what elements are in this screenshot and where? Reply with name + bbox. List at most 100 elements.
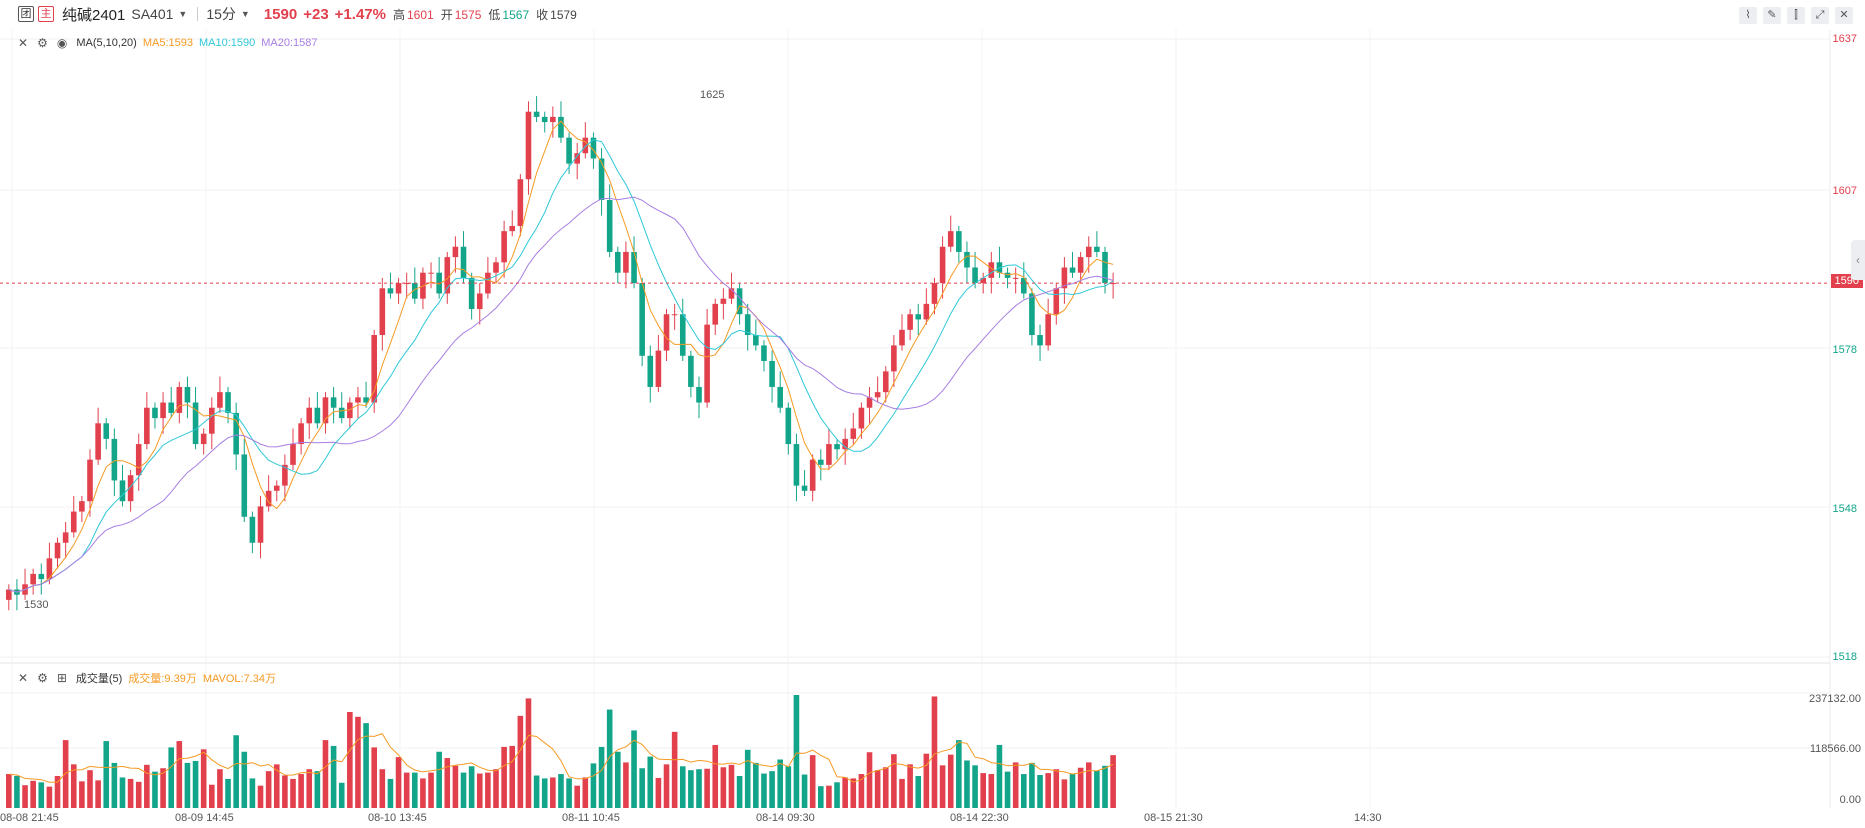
- candle-body: [241, 454, 248, 517]
- price-change: +23: [303, 5, 329, 23]
- volume-bar: [493, 769, 499, 808]
- volume-bar: [882, 767, 889, 808]
- volume-bar: [1069, 774, 1076, 808]
- volume-bar: [22, 785, 28, 808]
- candle-body: [558, 116, 564, 138]
- candle-body: [412, 283, 418, 299]
- high-stat: 高 1601: [393, 6, 434, 23]
- candle-type-icon[interactable]: ⫿: [1787, 7, 1805, 24]
- volume-bar: [777, 759, 783, 808]
- candle-body: [347, 402, 353, 419]
- volume-bar: [6, 774, 12, 808]
- volume-bar: [306, 769, 313, 808]
- line-chart-icon[interactable]: ⌇: [1739, 7, 1757, 24]
- open-stat: 开 1575: [441, 6, 482, 23]
- remove-volume-icon[interactable]: ✕: [18, 671, 29, 685]
- ma20-value: MA20:1587: [261, 37, 318, 49]
- period-selector[interactable]: 15分: [206, 6, 236, 22]
- candle-body: [574, 153, 580, 164]
- volume-bar: [241, 751, 248, 808]
- volume-bar: [127, 778, 134, 808]
- x-tick-7: 14:30: [1354, 812, 1382, 824]
- candle-body: [257, 506, 264, 543]
- candle-body: [509, 225, 516, 232]
- candle-body: [647, 355, 654, 387]
- candle-body: [818, 459, 824, 465]
- x-tick-6: 08-15 21:30: [1144, 812, 1203, 824]
- volume-bar: [290, 778, 296, 808]
- volume-bar: [428, 772, 434, 808]
- volume-bar: [1094, 770, 1100, 808]
- candle-body: [696, 386, 702, 403]
- volume-bar: [972, 765, 978, 808]
- candle-body: [769, 360, 775, 387]
- candle-body: [444, 257, 451, 294]
- close-stat: 收 1579: [536, 6, 577, 23]
- y-tick-1548: 1548: [1832, 503, 1857, 515]
- volume-bar: [850, 778, 857, 808]
- draw-pen-icon[interactable]: ✎: [1763, 7, 1781, 24]
- close-value: 1579: [550, 7, 577, 22]
- candle-body: [225, 392, 231, 413]
- candle-body: [891, 345, 897, 372]
- candle-body: [62, 532, 69, 543]
- volume-bar: [964, 760, 970, 808]
- volume-bar: [939, 765, 946, 808]
- candle-body: [1029, 293, 1035, 336]
- price-change-pct: +1.47%: [334, 5, 386, 23]
- collapse-side-icon[interactable]: ‹: [1851, 240, 1865, 280]
- volume-bar: [639, 768, 645, 808]
- candle-body: [1077, 257, 1084, 273]
- candle-body: [1021, 277, 1027, 294]
- fullscreen-icon[interactable]: ⤢: [1811, 7, 1829, 24]
- volume-bar: [720, 767, 727, 808]
- volume-bar: [931, 696, 938, 808]
- group-tag[interactable]: 团: [18, 6, 34, 22]
- period-chevron-down-icon[interactable]: ▼: [240, 9, 250, 19]
- volume-bar: [558, 774, 564, 808]
- high-label: 高: [392, 7, 405, 22]
- ma-title: MA(5,10,20): [76, 37, 137, 49]
- volume-bar: [79, 781, 85, 808]
- volume-bar: [209, 784, 215, 808]
- y-tick-1607: 1607: [1832, 185, 1857, 197]
- instrument-code[interactable]: SA401: [131, 6, 174, 22]
- candle-body: [119, 480, 126, 502]
- candle-body: [468, 277, 475, 310]
- volume-bar: [347, 711, 353, 808]
- volume-bar: [452, 765, 459, 808]
- volume-bar: [655, 777, 662, 808]
- volume-bar: [509, 745, 516, 808]
- volume-settings-icon[interactable]: ⚙: [37, 671, 48, 685]
- candle-body: [956, 231, 962, 252]
- candle-body: [168, 402, 174, 413]
- volume-bar: [858, 774, 865, 808]
- close-icon[interactable]: ✕: [1835, 7, 1853, 24]
- instrument-name[interactable]: 纯碱2401: [62, 6, 126, 24]
- x-tick-3: 08-11 10:45: [562, 812, 620, 824]
- remove-indicator-icon[interactable]: ✕: [18, 36, 29, 50]
- chevron-down-icon[interactable]: ▼: [178, 9, 188, 19]
- volume-bar: [947, 754, 954, 808]
- volume-bar: [436, 751, 442, 808]
- candle-body: [1085, 246, 1092, 258]
- expand-icon[interactable]: ⊞: [56, 671, 67, 685]
- candle-body: [144, 407, 150, 445]
- settings-icon[interactable]: ⚙: [37, 36, 48, 50]
- volume-bar: [1085, 762, 1092, 808]
- candle-body: [720, 298, 727, 304]
- volume-title: 成交量(5): [75, 673, 123, 685]
- x-tick-5: 08-14 22:30: [950, 812, 1009, 824]
- volume-bar: [541, 778, 548, 808]
- volume-bar: [809, 755, 816, 808]
- ma5-line: [8, 120, 1114, 593]
- volume-bar: [1037, 775, 1043, 808]
- volume-bar: [119, 777, 126, 808]
- candle-body: [476, 293, 483, 310]
- volume-value: 成交量:9.39万: [128, 673, 197, 685]
- eye-icon[interactable]: ◉: [56, 36, 68, 50]
- main-contract-tag[interactable]: 主: [38, 6, 54, 22]
- volume-bar: [485, 772, 491, 808]
- candle-body: [200, 433, 207, 445]
